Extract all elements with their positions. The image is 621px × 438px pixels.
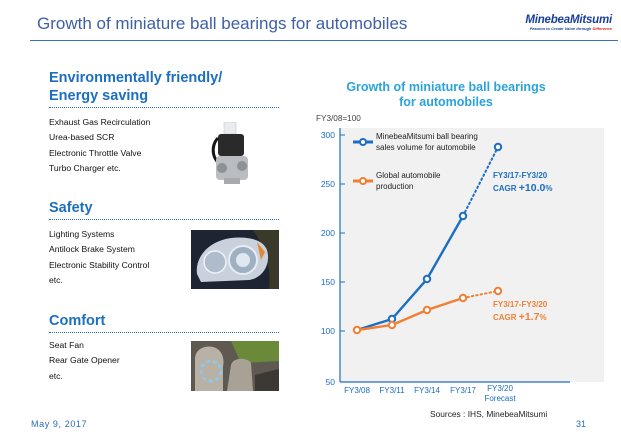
- chart-legend: MinebeaMitsumi ball bearing sales volume…: [353, 132, 478, 191]
- list-item: Turbo Charger etc.: [49, 162, 121, 173]
- footer-date: May 9, 2017: [31, 419, 88, 429]
- section-divider: [49, 107, 279, 108]
- series-forecast-minebea: [462, 146, 499, 217]
- sources-note: Sources : IHS, MinebeaMitsumi: [430, 409, 548, 419]
- list-item: Seat Fan: [49, 340, 84, 350]
- x-axis-ticks: FY3/08 FY3/11 FY3/14 FY3/17 FY3/20 Forec…: [344, 384, 516, 403]
- x-tick-label: FY3/17: [450, 386, 476, 395]
- section-divider: [49, 219, 279, 220]
- legend-marker-minebea: [359, 138, 367, 146]
- safety-list: Lighting Systems Antilock Brake System E…: [49, 227, 149, 288]
- x-tick-sublabel: Forecast: [484, 394, 516, 403]
- svg-text:FY3/17-FY3/20: FY3/17-FY3/20: [493, 300, 548, 309]
- x-tick-label: FY3/11: [379, 386, 405, 395]
- list-item: Lighting Systems: [49, 229, 115, 239]
- chart-title: Growth of miniature ball bearings for au…: [346, 80, 546, 109]
- environment-list: Exhaust Gas Recirculation Urea-based SCR…: [49, 115, 150, 176]
- series-forecast-global: [462, 290, 499, 299]
- list-item: Rear Gate Opener: [49, 355, 120, 366]
- list-item: Exhaust Gas Recirculation: [49, 117, 151, 127]
- list-item: etc.: [49, 370, 63, 381]
- logo-wordmark: MinebeaMitsumi: [525, 14, 612, 26]
- svg-text:CAGR +1.7%: CAGR +1.7%: [493, 311, 547, 323]
- comfort-list: Seat Fan Rear Gate Opener etc.: [49, 338, 120, 384]
- section-title-safety: Safety: [49, 200, 93, 216]
- svg-text:CAGR +10.0%: CAGR +10.0%: [493, 182, 552, 194]
- page-number: 31: [576, 419, 587, 429]
- list-item: Electronic Throttle Valve: [49, 147, 142, 158]
- legend-label-minebea: MinebeaMitsumi ball bearing: [376, 132, 478, 141]
- egr-valve-photo: [210, 122, 256, 186]
- company-logo: MinebeaMitsumi Passion to Create Value t…: [508, 14, 612, 31]
- slide-title: Growth of miniature ball bearings for au…: [37, 14, 408, 33]
- y-axis-ticks: 300 250 200 150 100 50: [321, 130, 345, 387]
- logo-tagline: Passion to Create Value through Differen…: [529, 26, 612, 31]
- section-title-comfort: Comfort: [49, 313, 106, 329]
- list-item: etc.: [49, 274, 63, 285]
- title-divider: [30, 40, 618, 41]
- legend-label-minebea-2: sales volume for automobile: [376, 143, 476, 152]
- svg-text:FY3/17-FY3/20: FY3/17-FY3/20: [493, 171, 548, 180]
- cagr-annotation-minebea: FY3/17-FY3/20 CAGR +10.0%: [493, 171, 552, 194]
- legend-label-global-2: production: [376, 182, 413, 191]
- cagr-annotation-global: FY3/17-FY3/20 CAGR +1.7%: [493, 300, 548, 323]
- y-tick-label: 250: [321, 179, 335, 189]
- list-item: Antilock Brake System: [49, 244, 135, 255]
- headlight-photo: [191, 230, 279, 289]
- x-tick-label: FY3/20: [487, 384, 513, 393]
- x-tick-label: FY3/14: [414, 386, 440, 395]
- section-title-environment: Environmentally friendly/ Energy saving: [49, 70, 223, 104]
- list-item: Urea-based SCR: [49, 132, 115, 143]
- section-divider: [49, 332, 279, 333]
- list-item: Electronic Stability Control: [49, 259, 150, 270]
- y-tick-label: 200: [321, 228, 335, 238]
- plot-area: [340, 128, 604, 382]
- legend-marker-global: [359, 177, 367, 185]
- y-tick-label: 150: [321, 277, 335, 287]
- car-seat-photo: [191, 341, 279, 391]
- y-tick-label: 300: [321, 130, 335, 140]
- series-line-global: [356, 296, 464, 332]
- markers-global: [352, 286, 503, 335]
- legend-label-global: Global automobile: [376, 171, 441, 180]
- y-tick-label: 100: [321, 326, 335, 336]
- x-tick-label: FY3/08: [344, 386, 370, 395]
- y-tick-label: 50: [326, 377, 336, 387]
- index-note: FY3/08=100: [316, 114, 361, 123]
- series-line-minebea: [356, 215, 465, 332]
